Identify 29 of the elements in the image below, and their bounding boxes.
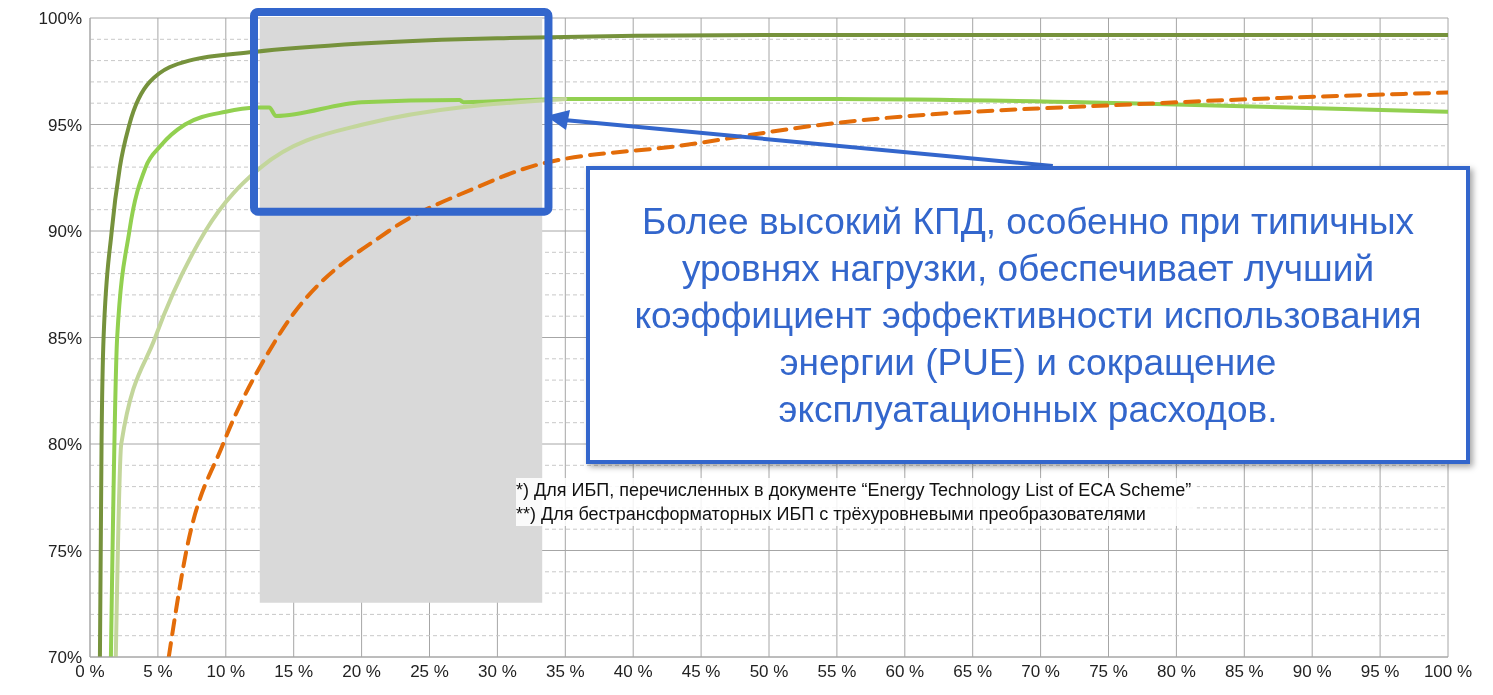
x-tick-label: 100 % bbox=[1423, 662, 1473, 682]
x-tick-label: 60 % bbox=[885, 662, 925, 682]
x-tick-label: 25 % bbox=[410, 662, 449, 682]
y-tick-label: 100% bbox=[38, 9, 82, 29]
annotation: **) Для бестрансформаторных ИБП с трёхуровневыми преобразователями bbox=[516, 503, 1147, 526]
y-tick-label: 75% bbox=[47, 541, 82, 561]
x-tick-label: 30 % bbox=[478, 662, 517, 682]
y-tick-label: 80% bbox=[47, 435, 82, 455]
x-tick-label: 50 % bbox=[749, 662, 789, 682]
x-tick-label: 70 % bbox=[1021, 662, 1060, 682]
x-tick-label: 95 % bbox=[1360, 662, 1400, 682]
x-tick-label: 5 % bbox=[143, 662, 173, 682]
x-tick-label: 15 % bbox=[274, 662, 314, 682]
y-tick-label: 95% bbox=[47, 115, 82, 135]
y-tick-label: 90% bbox=[47, 222, 82, 242]
x-tick-label: 10 % bbox=[206, 662, 246, 682]
x-tick-label: 20 % bbox=[342, 662, 381, 682]
annotation: *) Для ИБП, перечисленных в документе “Energy Technology List of ECA Scheme” bbox=[516, 479, 1192, 502]
x-tick-label: 75 % bbox=[1089, 662, 1128, 682]
x-tick-label: 35 % bbox=[545, 662, 585, 682]
x-tick-label: 55 % bbox=[817, 662, 857, 682]
annotation: Более высокий КПД, особенно при типичных уровнях нагрузки, обеспечивает лучший коэффициент эффективности использования энергии (PUE) и сокращение эксплуатационных расходов. bbox=[586, 166, 1470, 464]
x-tick-label: 90 % bbox=[1292, 662, 1332, 682]
x-tick-label: 85 % bbox=[1224, 662, 1264, 682]
y-tick-label: 85% bbox=[47, 328, 82, 348]
x-tick-label: 45 % bbox=[681, 662, 721, 682]
x-tick-label: 40 % bbox=[613, 662, 653, 682]
x-tick-label: 65 % bbox=[953, 662, 993, 682]
x-tick-label: 80 % bbox=[1157, 662, 1196, 682]
